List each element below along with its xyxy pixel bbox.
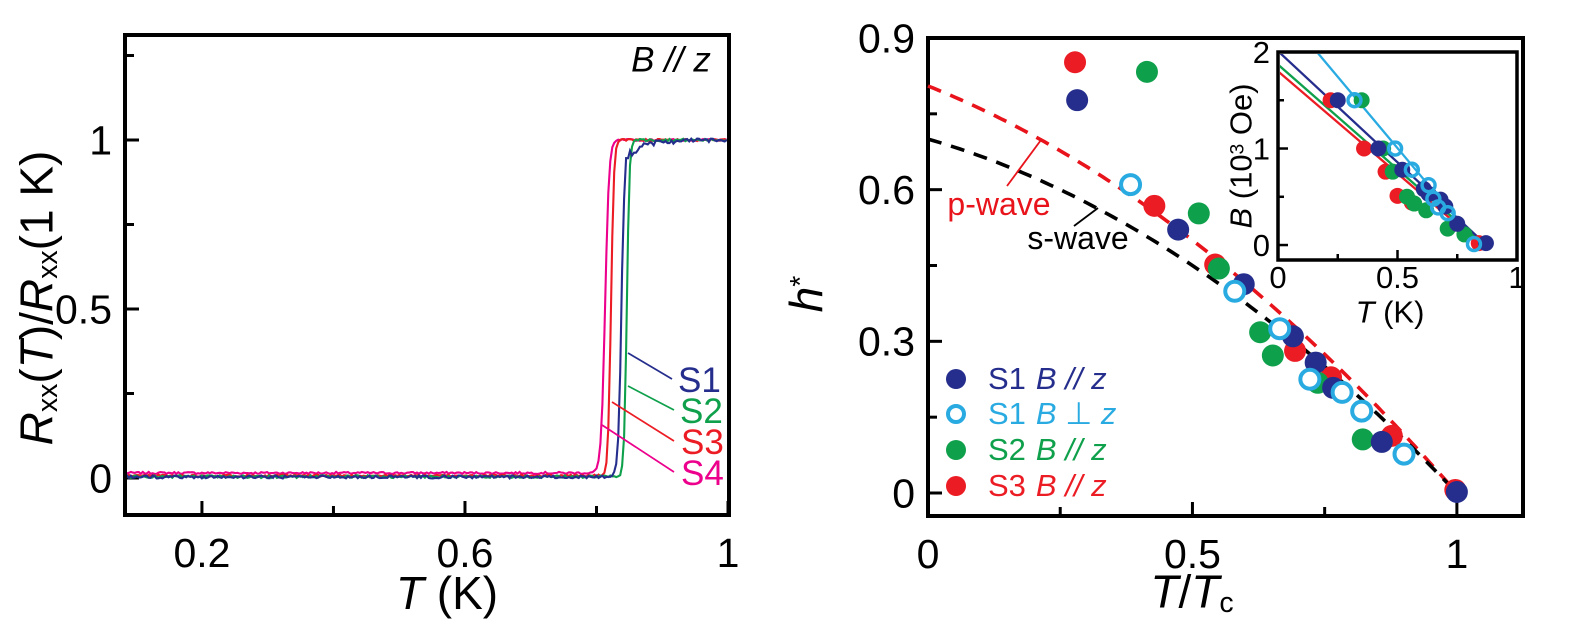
legend-field-orientation: B ⊥ z	[1035, 396, 1117, 431]
y-tick-label: 0	[89, 455, 112, 501]
legend-item-S2-2: S2 B // z	[946, 432, 1107, 467]
curve-pointer-line-0	[1006, 139, 1042, 187]
x-tick-label: 0	[1269, 260, 1286, 295]
legend-sample-name: S3	[988, 468, 1026, 503]
left-x-axis-label: T (K)	[395, 567, 499, 619]
legend-pointer-S3	[611, 401, 675, 442]
fit-line-0	[1280, 71, 1482, 246]
filled-circle-marker	[946, 476, 966, 496]
right-x-axis-label: T/Tc	[1150, 565, 1234, 620]
points-S1-B-perp-z	[1119, 173, 1416, 466]
fit-line-3	[1317, 54, 1480, 246]
y-tick-label: 0.9	[858, 15, 915, 61]
curve-S3	[127, 137, 727, 478]
legend-field-orientation: B // z	[1035, 361, 1107, 396]
inset-y-axis-label: B (103 Oe)	[1223, 83, 1259, 229]
legend-item-S1-1: S1 B ⊥ z	[946, 396, 1117, 431]
y-tick-label: 0	[1253, 228, 1270, 263]
filled-circle-marker	[946, 440, 966, 460]
left-frame	[123, 33, 731, 517]
legend-sample-name: S2	[988, 432, 1026, 467]
right-main-frame	[926, 36, 1525, 518]
x-tick-label: 0.6	[436, 530, 493, 576]
inset-x-axis-label: T (K)	[1355, 294, 1425, 330]
legend-pointer-S1	[627, 352, 673, 380]
left-y-axis-label: Rxx(T)/Rxx(1 K)	[10, 150, 65, 446]
x-tick-label: 0	[917, 531, 940, 577]
p-wave-curve-label: p-wave	[947, 186, 1051, 222]
legend-label-S1: S1	[678, 361, 721, 400]
legend-label-S3: S3	[681, 423, 724, 462]
x-tick-label: 0.2	[173, 530, 230, 576]
legend-label-S4: S4	[681, 454, 724, 493]
curve-S4	[127, 137, 727, 476]
theory-curve-p-wave	[927, 84, 1459, 495]
curve-pointer-line-1	[1073, 207, 1099, 227]
y-tick-label: 2	[1253, 35, 1270, 70]
legend-item-S3-3: S3 B // z	[946, 468, 1107, 503]
x-tick-label: 0.5	[1376, 260, 1419, 295]
legend-pointer-S2	[627, 385, 675, 411]
resistance-curves	[127, 137, 727, 481]
x-tick-label: 0.5	[1164, 531, 1221, 577]
legend-sample-name: S1	[988, 361, 1026, 396]
y-tick-label: 1	[89, 117, 112, 163]
legend-item-S1-0: S1 B // z	[946, 361, 1107, 396]
x-tick-label: 1	[1508, 260, 1525, 295]
field-direction-annotation: B // z	[631, 40, 711, 80]
open-circle-marker	[946, 404, 966, 424]
y-tick-label: 0.3	[858, 319, 915, 365]
s-wave-curve-label: s-wave	[1027, 220, 1129, 256]
inset-content	[1280, 54, 1494, 253]
curve-S1	[127, 137, 727, 481]
legend-label-S2: S2	[680, 392, 723, 431]
legend-field-orientation: B // z	[1035, 468, 1107, 503]
theory-curve-s-wave	[927, 137, 1459, 495]
filled-circle-marker	[946, 369, 966, 389]
right-main-axes: 0 0.5 1 0 0.3 0.6 0.9	[858, 15, 1525, 577]
y-tick-label: 0.5	[55, 286, 112, 332]
inset-points-S1-B-perp-z	[1346, 92, 1483, 253]
right-y-axis-label: h*	[780, 275, 832, 313]
x-tick-label: 1	[717, 530, 740, 576]
y-tick-label: 0.6	[858, 167, 915, 213]
legend-field-orientation: B // z	[1035, 432, 1107, 467]
legend-pointer-S4	[601, 424, 675, 473]
y-tick-label: 1	[1253, 131, 1270, 166]
curve-S2	[127, 137, 727, 480]
y-tick-label: 0	[892, 470, 915, 516]
legend-sample-name: S1	[988, 396, 1026, 431]
x-tick-label: 1	[1445, 531, 1468, 577]
left-axes: 0.2 0.6 1 0 0.5 1	[55, 33, 740, 576]
